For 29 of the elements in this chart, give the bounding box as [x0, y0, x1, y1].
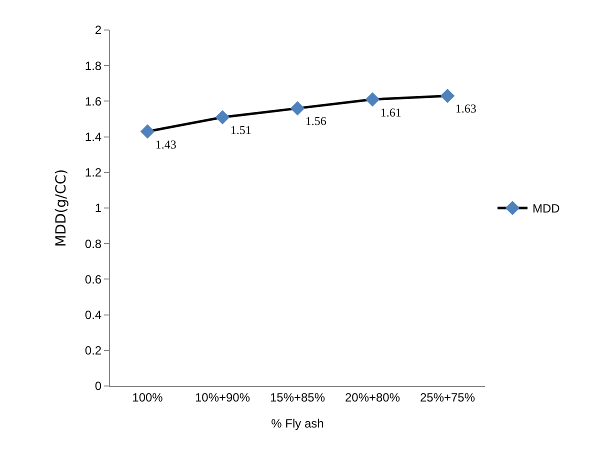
- point: [440, 88, 455, 104]
- y-tick-label: 1.4: [84, 130, 102, 144]
- point: [140, 124, 155, 139]
- x-tick-label: 20%+80%: [344, 390, 400, 404]
- y-axis-title: MDD(g/CC): [54, 169, 70, 247]
- data-label: 1.43: [155, 137, 176, 152]
- x-axis-title: % Fly ash: [271, 416, 324, 430]
- y-tick-label: 0: [94, 379, 102, 394]
- y-tick-label: 0.6: [84, 272, 102, 286]
- x-tick-label: 25%+75%: [420, 390, 476, 404]
- y-tick-label: 1.2: [84, 166, 102, 180]
- y-tick-label: 1: [94, 201, 102, 216]
- data-label: 1.51: [230, 123, 252, 138]
- y-tick-label: 0.8: [84, 236, 102, 251]
- data-label: 1.61: [380, 105, 402, 120]
- legend-label: MDD: [532, 202, 560, 216]
- y-tick-label: 1.6: [84, 94, 102, 108]
- data-label: 1.56: [305, 114, 326, 128]
- data-label: 1.63: [455, 102, 476, 116]
- x-tick-label: 15%+85%: [270, 390, 326, 404]
- y-tick-label: 2: [94, 23, 102, 38]
- y-tick-label: 0.4: [84, 308, 102, 322]
- point: [215, 110, 230, 124]
- x-tick-label: 10%+90%: [194, 390, 250, 404]
- x-tick-label: 100%: [132, 390, 164, 404]
- point: [290, 101, 305, 116]
- y-tick-label: 0.2: [84, 344, 102, 358]
- point: [365, 92, 380, 107]
- y-tick-label: 1.8: [84, 58, 102, 73]
